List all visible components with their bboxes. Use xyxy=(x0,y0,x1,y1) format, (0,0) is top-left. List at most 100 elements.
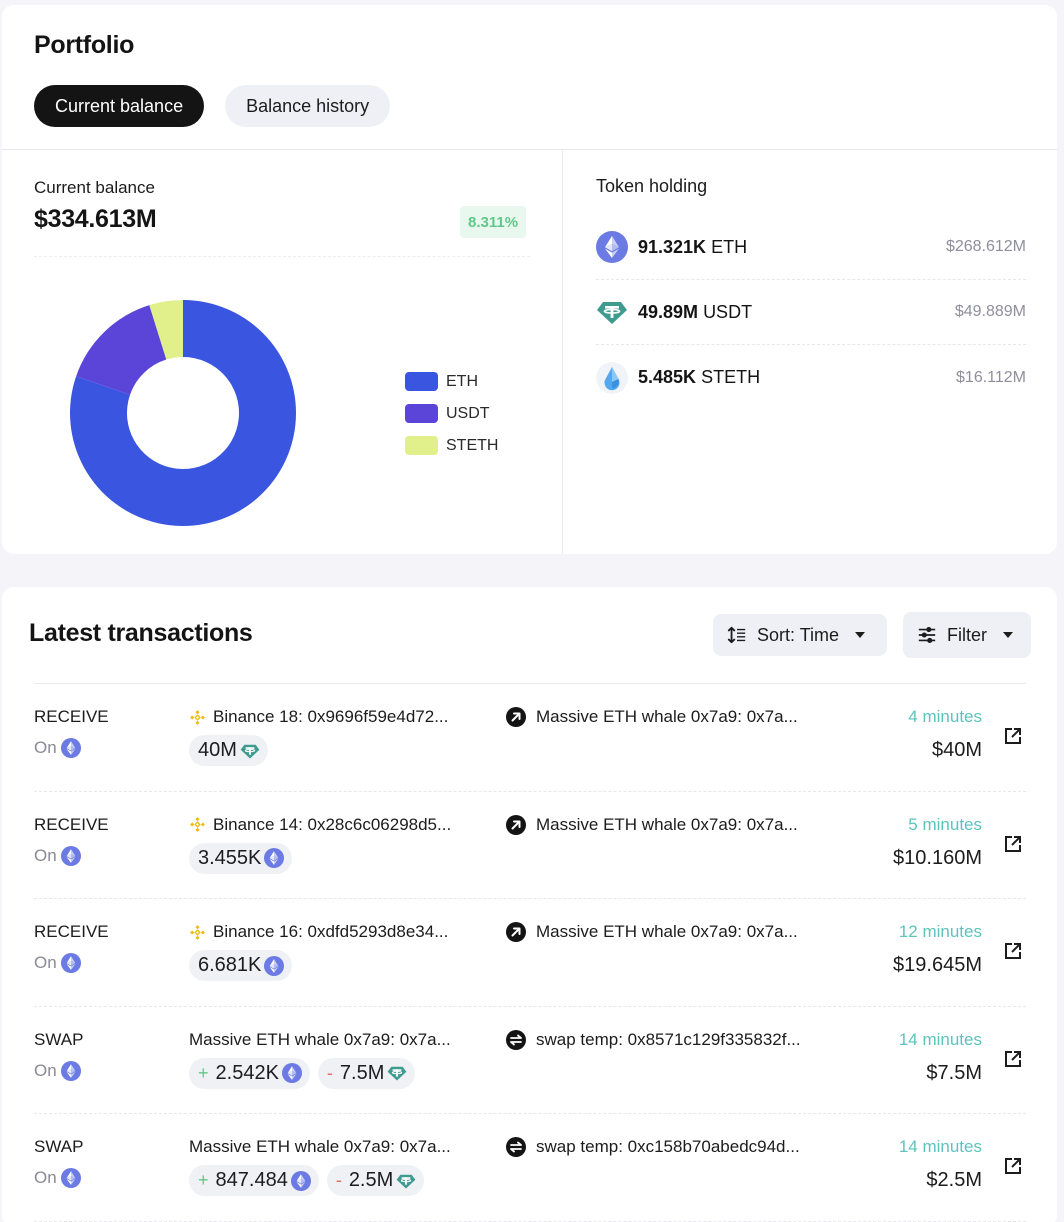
sort-label: Sort: Time xyxy=(757,624,840,645)
divider xyxy=(2,149,1057,150)
tx-time: 4 minutes xyxy=(908,707,982,726)
tx-type: RECEIVE xyxy=(34,707,109,726)
eth-chain-icon xyxy=(61,953,81,973)
tab-current-balance[interactable]: Current balance xyxy=(34,85,205,127)
sort-dropdown[interactable]: Sort: Time xyxy=(713,614,887,656)
usdt-icon xyxy=(387,1063,407,1083)
holding-symbol: ETH xyxy=(711,236,748,257)
tx-from[interactable]: Binance 18: 0x9696f59e4d72... xyxy=(189,707,448,727)
tx-to[interactable]: Massive ETH whale 0x7a9: 0x7a... xyxy=(506,814,798,835)
holding-row-eth[interactable]: 91.321K ETH $268.612M xyxy=(596,215,1026,280)
legend-item-eth[interactable]: ETH xyxy=(405,372,498,391)
donut-segment-eth[interactable] xyxy=(70,300,296,526)
legend-item-usdt[interactable]: USDT xyxy=(405,404,498,423)
external-link-icon[interactable] xyxy=(1004,942,1022,960)
donut-segment-steth[interactable] xyxy=(149,300,183,360)
transaction-row[interactable]: RECEIVE On Binance 14: 0x28c6c06298d5...… xyxy=(34,792,1026,899)
pill-amount: 40M xyxy=(198,739,237,761)
tx-type: RECEIVE xyxy=(34,814,109,834)
to-address: swap temp: 0xc158b70abedc94d... xyxy=(536,1137,800,1156)
tab-balance-history[interactable]: Balance history xyxy=(225,85,391,127)
tx-amounts: 40M xyxy=(189,735,268,766)
tx-chain: On xyxy=(34,1168,81,1188)
divider xyxy=(562,150,563,554)
from-address: Binance 18: 0x9696f59e4d72... xyxy=(213,707,449,726)
transaction-row[interactable]: RECEIVE On Binance 16: 0xdfd5293d8e34...… xyxy=(34,899,1026,1007)
arrow-up-right-icon xyxy=(506,707,526,727)
legend-label: STETH xyxy=(446,436,499,454)
amount-pill: 3.455K xyxy=(189,842,293,874)
holding-amount: 91.321K xyxy=(638,236,707,257)
amount-pill: 6.681K xyxy=(189,950,293,981)
holding-usd: $49.889M xyxy=(954,303,1026,320)
legend-swatch xyxy=(405,404,438,423)
chart-legend: ETH USDT STETH xyxy=(405,372,498,455)
chain-label: On xyxy=(34,1168,57,1187)
tx-to[interactable]: Massive ETH whale 0x7a9: 0x7a... xyxy=(506,707,798,727)
tx-to[interactable]: swap temp: 0x8571c129f335832f... xyxy=(506,1029,801,1050)
holding-row-steth[interactable]: 5.485K STETH $16.112M xyxy=(596,345,1026,410)
transaction-row[interactable]: SWAP On Massive ETH whale 0x7a9: 0x7a...… xyxy=(34,1114,1026,1222)
tx-type: SWAP xyxy=(34,1029,84,1049)
legend-item-steth[interactable]: STETH xyxy=(405,436,498,455)
amount-pill: +2.542K xyxy=(189,1057,310,1089)
tx-from[interactable]: Binance 16: 0xdfd5293d8e34... xyxy=(189,922,448,942)
caret-down-icon xyxy=(855,632,866,638)
chain-label: On xyxy=(34,738,57,757)
eth-chain-icon xyxy=(61,846,81,866)
eth-icon xyxy=(291,1171,311,1191)
to-address: swap temp: 0x8571c129f335832f... xyxy=(536,1029,801,1049)
holding-row-usdt[interactable]: 49.89M USDT $49.889M xyxy=(596,280,1026,345)
tx-from[interactable]: Massive ETH whale 0x7a9: 0x7a... xyxy=(189,1030,451,1050)
filter-icon xyxy=(917,625,937,645)
tx-time: 5 minutes xyxy=(908,814,982,834)
binance-icon xyxy=(189,924,206,941)
from-address: Massive ETH whale 0x7a9: 0x7a... xyxy=(189,1137,451,1156)
to-address: Massive ETH whale 0x7a9: 0x7a... xyxy=(536,922,798,941)
pill-amount: 7.5M xyxy=(339,1061,385,1084)
pill-amount: 3.455K xyxy=(198,846,262,869)
external-link-icon[interactable] xyxy=(1004,1157,1022,1175)
external-link-icon[interactable] xyxy=(1004,727,1022,745)
holding-usd: $268.612M xyxy=(945,238,1026,255)
from-address: Massive ETH whale 0x7a9: 0x7a... xyxy=(189,1029,451,1049)
balance-label: Current balance xyxy=(34,178,155,197)
tx-chain: On xyxy=(34,738,81,758)
tx-type: SWAP xyxy=(34,1137,84,1156)
divider xyxy=(34,256,530,257)
amount-pill: -7.5M xyxy=(317,1057,416,1089)
tx-chain: On xyxy=(34,953,81,973)
minus-sign: - xyxy=(326,1062,333,1083)
tx-type: RECEIVE xyxy=(34,922,109,941)
tx-chain: On xyxy=(34,1060,81,1081)
tx-usd-value: $10.160M xyxy=(893,846,982,869)
caret-down-icon xyxy=(1003,632,1013,638)
transaction-row[interactable]: RECEIVE On Binance 18: 0x9696f59e4d72...… xyxy=(34,684,1026,792)
plus-sign: + xyxy=(198,1062,209,1083)
swap-icon xyxy=(506,1030,526,1050)
from-address: Binance 14: 0x28c6c06298d5... xyxy=(213,814,452,834)
holding-symbol: STETH xyxy=(701,367,761,387)
tx-from[interactable]: Massive ETH whale 0x7a9: 0x7a... xyxy=(189,1137,451,1157)
plus-sign: + xyxy=(198,1170,209,1190)
arrow-up-right-icon xyxy=(506,922,526,942)
tx-to[interactable]: swap temp: 0xc158b70abedc94d... xyxy=(506,1137,800,1157)
tx-to[interactable]: Massive ETH whale 0x7a9: 0x7a... xyxy=(506,922,798,942)
tx-time: 12 minutes xyxy=(898,922,982,941)
tx-time: 14 minutes xyxy=(898,1029,982,1049)
legend-swatch xyxy=(405,372,438,391)
minus-sign: - xyxy=(335,1170,342,1190)
balance-value: $334.613M xyxy=(34,205,157,233)
filter-dropdown[interactable]: Filter xyxy=(903,612,1031,658)
tx-usd-value: $19.645M xyxy=(893,954,982,976)
donut-segment-usdt[interactable] xyxy=(76,305,167,395)
tx-amounts: 6.681K xyxy=(189,950,293,981)
balance-donut-chart[interactable] xyxy=(70,300,296,526)
tx-usd-value: $40M xyxy=(931,739,982,761)
tx-from[interactable]: Binance 14: 0x28c6c06298d5... xyxy=(189,815,451,835)
external-link-icon[interactable] xyxy=(1004,835,1022,853)
transaction-row[interactable]: SWAP On Massive ETH whale 0x7a9: 0x7a...… xyxy=(34,1007,1026,1114)
page-title: Portfolio xyxy=(34,31,135,59)
to-address: Massive ETH whale 0x7a9: 0x7a... xyxy=(536,814,798,834)
external-link-icon[interactable] xyxy=(1004,1050,1022,1068)
